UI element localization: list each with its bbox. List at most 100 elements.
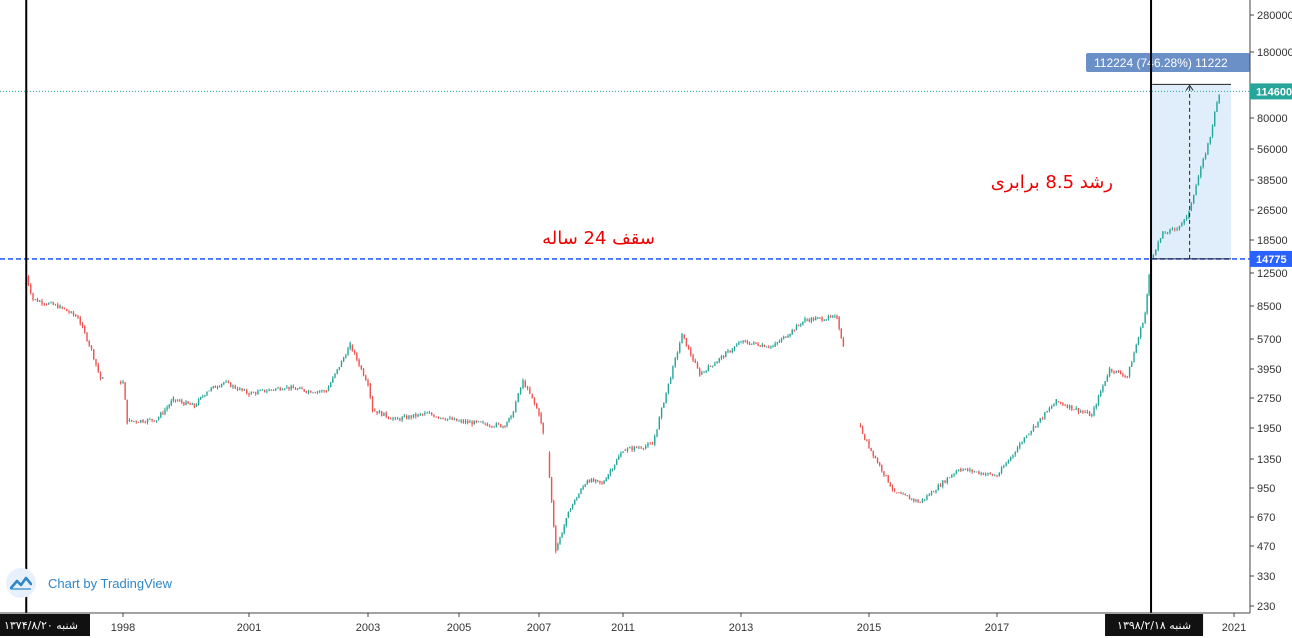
candle-body [39, 300, 41, 302]
candle-body [926, 495, 928, 500]
candle-body [649, 443, 651, 445]
candle-body [861, 426, 864, 434]
candle-body [536, 403, 538, 409]
candle-body [1014, 452, 1016, 455]
y-tick-label: 26500 [1257, 205, 1288, 217]
candle-body [124, 382, 126, 400]
candle-body [358, 359, 360, 366]
candle-body [1171, 228, 1174, 230]
y-tick-label: 5700 [1257, 334, 1281, 346]
candle-body [257, 391, 259, 394]
tradingview-branding[interactable]: Chart by TradingView [6, 568, 172, 598]
candle-body [957, 469, 960, 472]
candle-body [272, 389, 275, 391]
candle-body [1035, 426, 1037, 428]
candle-body [394, 417, 396, 419]
candle-body [571, 504, 574, 508]
candle-body [868, 440, 870, 448]
candle-body [654, 436, 656, 445]
candle-body [183, 402, 185, 405]
candle-body [548, 452, 551, 478]
candle-body [599, 480, 601, 483]
x-tick-label: 2013 [729, 622, 753, 634]
candle-body [502, 426, 504, 428]
candle-body [81, 323, 84, 327]
candle-body [312, 392, 314, 394]
candle-body [644, 446, 647, 449]
candle-body [553, 501, 555, 527]
candle-body [569, 509, 572, 512]
candle-body [451, 417, 453, 420]
candle-body [1144, 313, 1146, 324]
candle-body [1091, 414, 1093, 416]
candle-body [86, 332, 88, 341]
candle-body [1137, 337, 1140, 345]
candle-body [647, 443, 649, 447]
candle-body [620, 452, 622, 457]
candle-body [365, 375, 367, 381]
candle-body [590, 479, 593, 483]
candle-body [887, 475, 889, 483]
candle-body [1025, 436, 1028, 438]
candle-body [561, 533, 563, 538]
candle-body [356, 352, 358, 360]
candle-body [1097, 395, 1100, 405]
x-tick-label: 2021 [1222, 622, 1246, 634]
candle-body [994, 475, 996, 477]
candle-body [1041, 418, 1044, 419]
x-tick-label: 2015 [857, 622, 881, 634]
candle-body [626, 448, 629, 451]
candle-body [246, 389, 248, 394]
candle-body [435, 416, 437, 418]
candle-body [128, 419, 131, 422]
candle-body [631, 447, 633, 451]
candle-body [75, 314, 77, 317]
candle-body [800, 324, 802, 326]
candle-body [428, 412, 431, 414]
candle-body [50, 302, 52, 304]
y-tick-label: 8500 [1257, 301, 1281, 313]
candle-body [424, 412, 426, 415]
candle-body [1159, 238, 1162, 243]
candle-body [789, 333, 791, 336]
candle-body [731, 349, 734, 352]
candle-body [202, 396, 204, 398]
candle-body [989, 473, 991, 475]
candle-body [908, 496, 911, 500]
candle-body [707, 365, 710, 372]
candle-body [426, 412, 428, 414]
candle-body [1117, 370, 1120, 372]
candle-body [206, 392, 208, 396]
candle-body [1216, 102, 1218, 112]
candle-body [971, 469, 973, 472]
candle-body [832, 316, 834, 317]
candle-body [746, 341, 749, 344]
candle-body [225, 381, 227, 383]
y-tick-label: 18500 [1257, 235, 1288, 247]
candle-body [810, 318, 813, 322]
candle-body [904, 493, 906, 496]
candle-body [622, 452, 624, 453]
candle-body [1207, 143, 1209, 155]
candle-body [232, 385, 234, 388]
candle-body [417, 414, 419, 417]
candle-body [842, 338, 845, 347]
candle-body [252, 392, 255, 394]
candle-body [449, 417, 451, 419]
candle-body [367, 380, 369, 386]
candle-body [804, 318, 806, 322]
candle-body [515, 401, 517, 412]
candle-body [529, 388, 531, 394]
candle-body [160, 412, 162, 418]
candle-body [1128, 366, 1131, 377]
candle-body [705, 371, 707, 373]
candle-body [944, 480, 946, 483]
candle-body [99, 371, 102, 379]
candle-body [261, 389, 264, 391]
candle-body [761, 344, 764, 347]
candle-body [642, 448, 645, 450]
candle-body [301, 387, 303, 390]
candle-body [774, 343, 776, 347]
candle-body [889, 482, 892, 487]
